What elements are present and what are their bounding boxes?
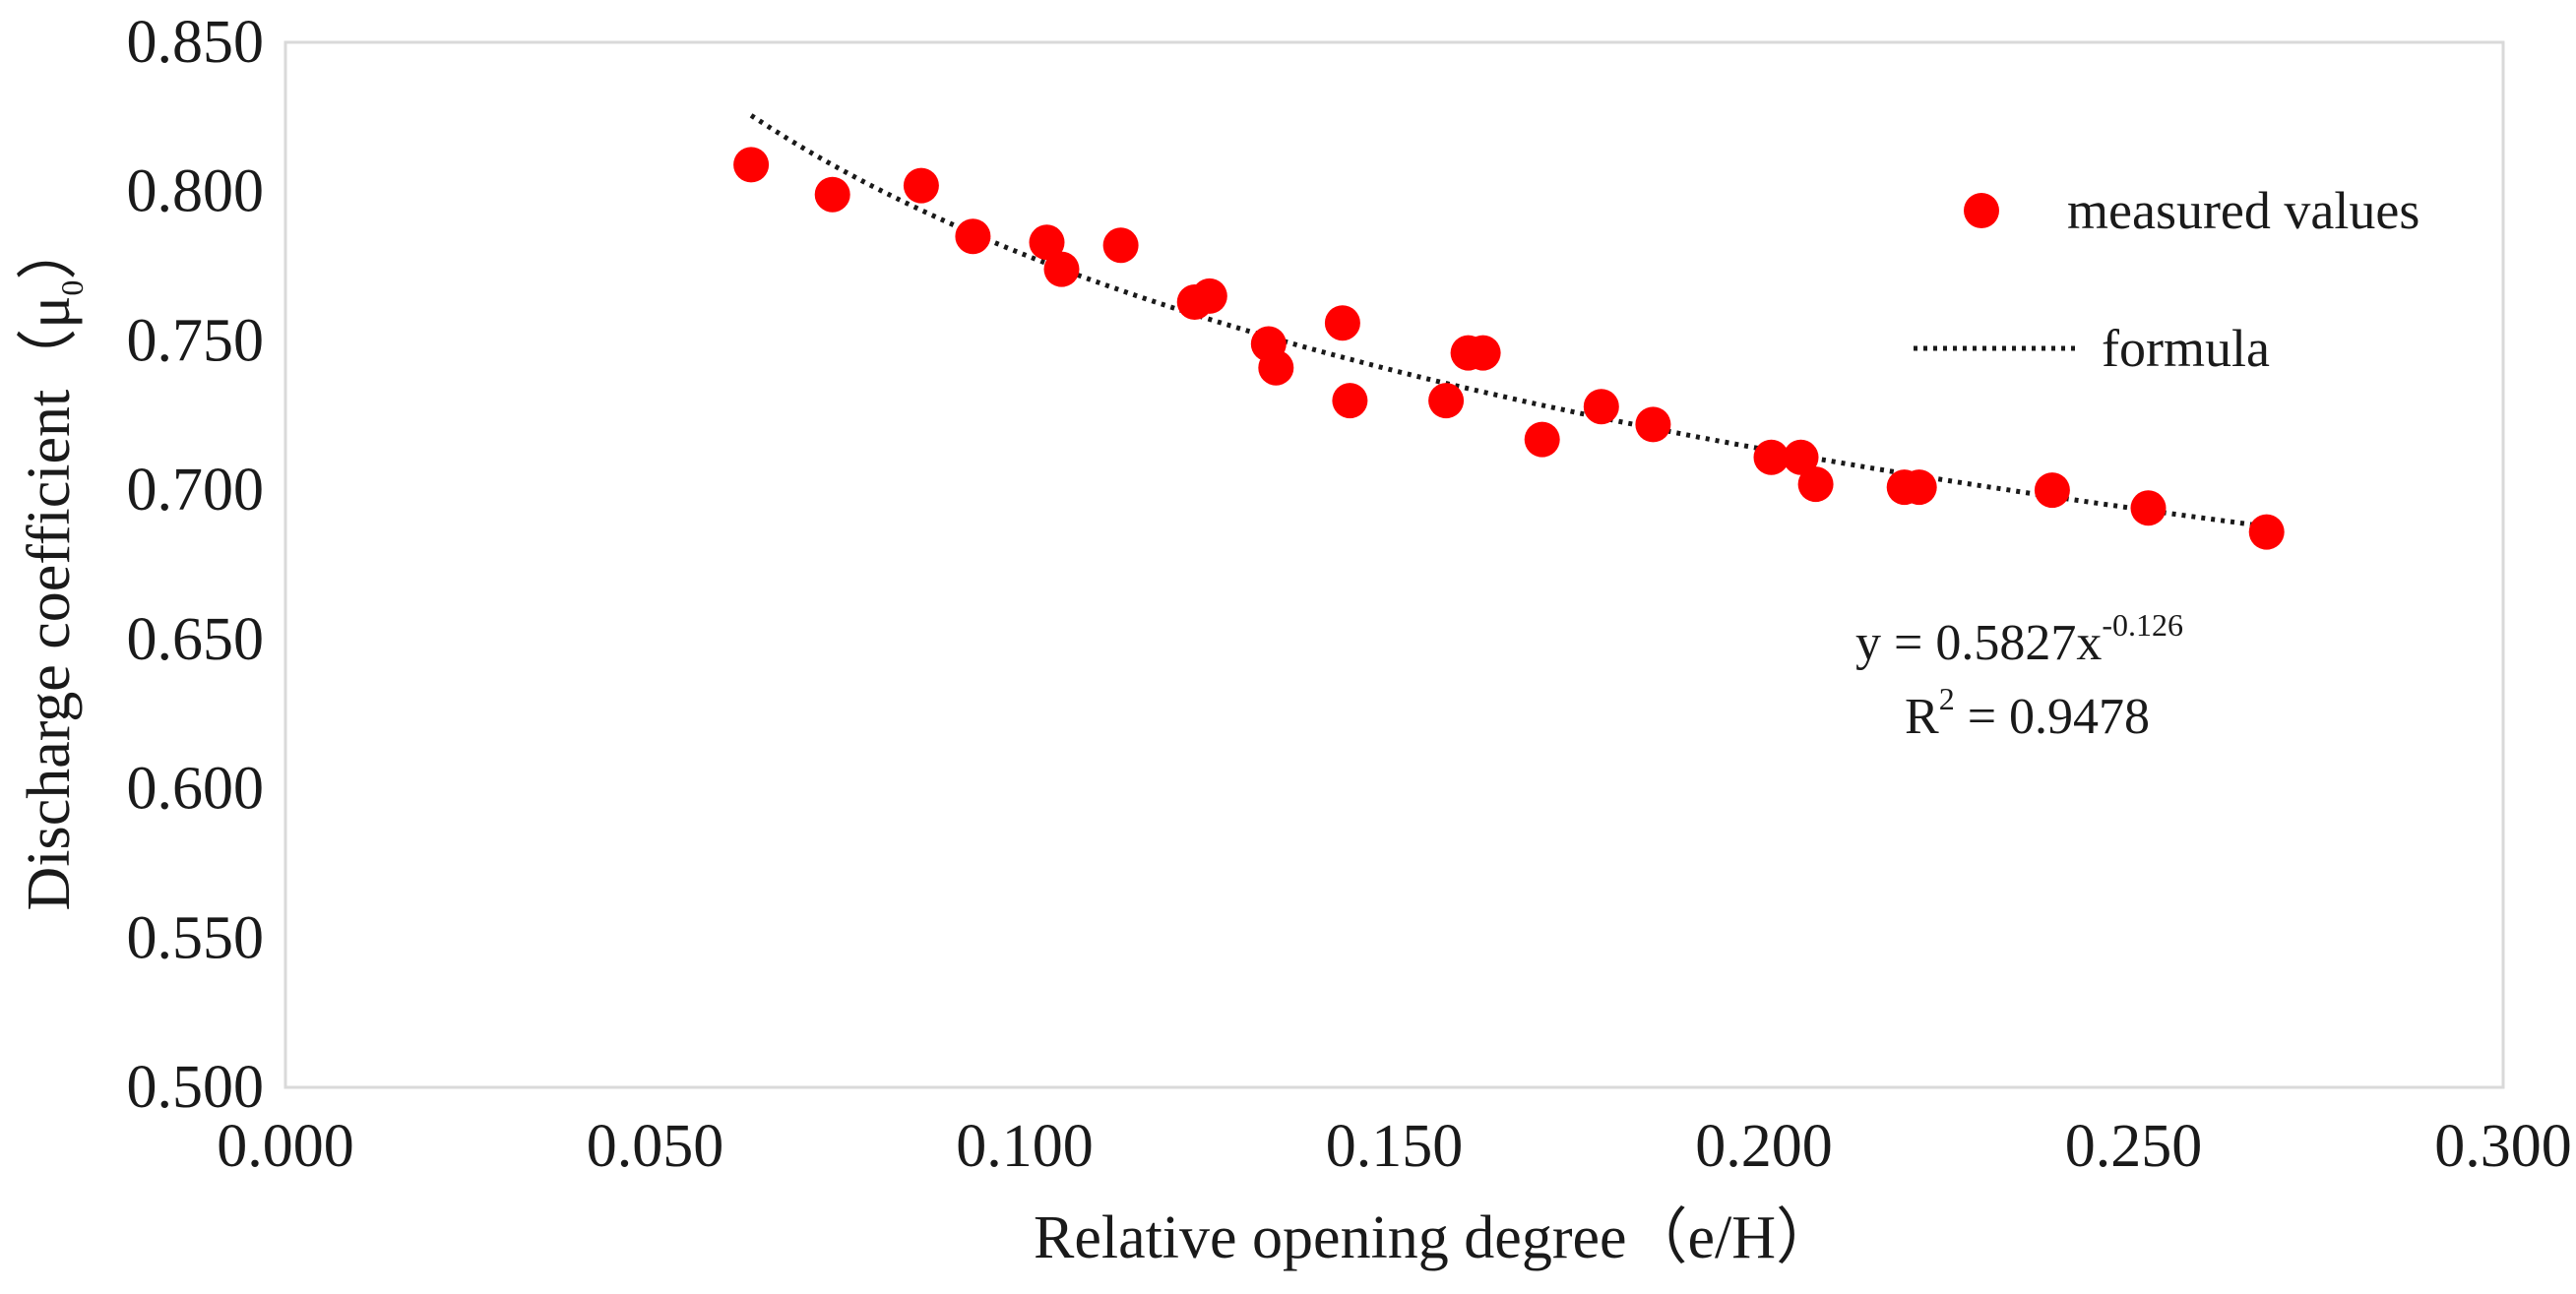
x-axis-title: Relative opening degree（e/H） (1034, 1204, 1837, 1271)
x-tick-label: 0.150 (1326, 1113, 1464, 1180)
data-point (1783, 439, 1819, 475)
data-point (903, 167, 939, 204)
data-point (1043, 251, 1080, 287)
x-tick-label: 0.000 (217, 1113, 354, 1180)
x-tick-label: 0.250 (2065, 1113, 2203, 1180)
data-point (1029, 224, 1065, 261)
data-point (1465, 335, 1501, 371)
y-axis-title-main: Discharge coefficient（μ (16, 296, 83, 911)
y-tick-label: 0.750 (127, 307, 265, 374)
data-point (2130, 490, 2167, 526)
y-axis-tick-labels: 0.500 0.550 0.600 0.650 0.700 0.750 0.800 0.850 (127, 9, 265, 1121)
y-tick-label: 0.850 (127, 9, 265, 76)
y-axis-title-close: ） (16, 219, 83, 280)
legend-label-measured: measured values (2067, 181, 2419, 240)
measured-values-series (733, 147, 2285, 550)
data-point (2034, 472, 2070, 509)
data-point (2248, 514, 2285, 550)
y-tick-label: 0.650 (127, 606, 265, 673)
r-squared-base: R (1905, 689, 1939, 745)
legend-marker-measured (1964, 193, 1999, 228)
y-tick-label: 0.800 (127, 158, 265, 225)
plot-area-frame (283, 40, 2505, 1089)
data-point (1753, 439, 1790, 475)
y-axis-title-subscript: 0 (54, 280, 90, 296)
regression-annotation: y = 0.5827x-0.126 R2 = 0.9478 (1855, 607, 2183, 745)
r-squared-value: R2 = 0.9478 (1905, 681, 2150, 745)
r-squared-exponent: 2 (1939, 681, 1955, 716)
data-point (1191, 277, 1227, 314)
regression-equation: y = 0.5827x-0.126 (1855, 607, 2183, 671)
data-point (1583, 389, 1619, 425)
data-point (1102, 227, 1139, 264)
legend: measured values formula (1914, 181, 2419, 378)
data-point (1324, 305, 1360, 341)
x-tick-label: 0.300 (2434, 1113, 2572, 1180)
x-tick-label: 0.050 (587, 1113, 724, 1180)
y-tick-label: 0.700 (127, 457, 265, 524)
data-point (1797, 466, 1834, 503)
data-point (1332, 383, 1368, 419)
data-point (1258, 349, 1294, 386)
data-point (1635, 406, 1671, 443)
x-tick-label: 0.200 (1695, 1113, 1833, 1180)
equation-exponent: -0.126 (2102, 607, 2183, 643)
y-tick-label: 0.550 (127, 904, 265, 971)
data-point (955, 218, 991, 255)
data-point (814, 176, 850, 213)
data-point (1428, 383, 1465, 419)
y-tick-label: 0.500 (127, 1054, 265, 1121)
data-point (1524, 421, 1560, 458)
formula-trendline (749, 113, 2268, 529)
data-point (1901, 469, 1937, 506)
x-tick-label: 0.100 (956, 1113, 1094, 1180)
x-axis-tick-labels: 0.000 0.050 0.100 0.150 0.200 0.250 0.300 (217, 1113, 2572, 1180)
equation-base: y = 0.5827x (1855, 615, 2102, 671)
y-axis-title: Discharge coefficient（μ0） (16, 219, 90, 911)
legend-label-formula: formula (2102, 319, 2270, 378)
r-squared-rest: = 0.9478 (1955, 689, 2150, 745)
y-tick-label: 0.600 (127, 756, 265, 823)
data-point (733, 147, 770, 183)
